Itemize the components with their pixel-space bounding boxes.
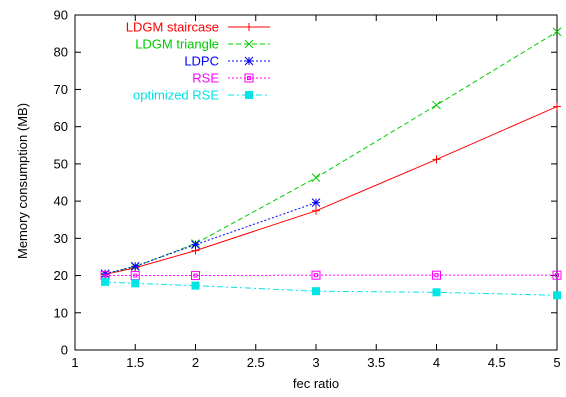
- open-square-inner: [434, 273, 439, 278]
- data-point: [244, 56, 254, 66]
- data-point: [244, 39, 254, 49]
- data-point: [312, 287, 320, 296]
- plus-marker: [432, 155, 441, 164]
- star-marker: [311, 198, 321, 207]
- series-ldgm-triangle: [100, 27, 562, 279]
- filled-square-marker: [131, 279, 140, 288]
- legend-entry-label: RSE: [192, 71, 219, 86]
- y-tick-label: 70: [54, 82, 68, 97]
- plus-marker: [245, 23, 253, 31]
- data-point: [311, 270, 321, 280]
- data-point: [245, 23, 253, 31]
- data-point: [311, 173, 321, 183]
- data-point: [432, 155, 441, 164]
- x-tick-label: 1: [71, 355, 78, 370]
- y-axis-label: Memory consumption (MB): [15, 103, 30, 259]
- star-marker: [130, 261, 140, 271]
- open-square-marker: [191, 271, 200, 281]
- cross-marker: [311, 173, 321, 183]
- open-square-inner: [103, 273, 108, 278]
- x-axis-label: fec ratio: [293, 376, 339, 391]
- series-line: [105, 106, 558, 275]
- y-tick-label: 20: [54, 268, 68, 283]
- legend-entry-label: optimized RSE: [133, 88, 219, 103]
- data-point: [244, 73, 254, 83]
- star-marker: [191, 240, 200, 250]
- plot-border: [74, 14, 558, 351]
- series-layer: [100, 27, 562, 300]
- legend: LDGM staircase LDGM triangle LDPC RSE optimi…: [126, 20, 270, 103]
- y-tick-label: 50: [54, 156, 68, 171]
- plus-marker: [553, 102, 561, 111]
- y-tick-label: 80: [54, 45, 68, 60]
- y-tick-label: 40: [54, 194, 68, 209]
- series-line: [105, 31, 558, 275]
- data-point: [191, 240, 200, 250]
- open-square-inner: [314, 273, 318, 278]
- data-point: [553, 291, 561, 300]
- open-square-inner: [247, 76, 251, 80]
- y-tick-label: 90: [54, 8, 68, 23]
- series-rse: [100, 270, 562, 281]
- data-point: [245, 91, 253, 99]
- x-tick-label: 2: [192, 355, 199, 370]
- data-point: [131, 279, 140, 288]
- data-point: [432, 270, 441, 280]
- series-ldpc: [100, 198, 321, 279]
- open-square-marker: [311, 270, 321, 280]
- filled-square-marker: [245, 91, 253, 99]
- legend-entry-label: LDGM staircase: [126, 20, 219, 35]
- open-square-marker: [552, 270, 562, 280]
- data-point: [101, 277, 110, 286]
- x-tick-label: 4: [433, 355, 440, 370]
- x-tick-label: 4.5: [488, 355, 506, 370]
- x-tick-label: 3.5: [367, 355, 385, 370]
- open-square-inner: [133, 273, 138, 278]
- filled-square-marker: [553, 291, 561, 300]
- data-point: [191, 281, 200, 290]
- series-ldgm-staircase: [101, 102, 561, 279]
- data-point: [553, 102, 561, 111]
- open-square-marker: [432, 270, 441, 280]
- x-tick-label: 3: [312, 355, 319, 370]
- cross-marker: [244, 39, 254, 49]
- cross-marker: [432, 100, 441, 110]
- data-point: [432, 288, 441, 297]
- series-line: [105, 281, 558, 296]
- data-point: [552, 27, 562, 37]
- legend-entry-label: LDPC: [184, 54, 219, 69]
- x-tick-label: 2.5: [247, 355, 265, 370]
- data-point: [552, 270, 562, 280]
- filled-square-marker: [101, 277, 110, 286]
- open-square-marker: [244, 73, 254, 83]
- y-tick-label: 10: [54, 305, 68, 320]
- open-square-inner: [555, 273, 559, 278]
- data-point: [130, 261, 140, 271]
- legend-entry-label: LDGM triangle: [135, 37, 219, 52]
- series-optimized-rse: [101, 277, 561, 300]
- x-tick-label: 1.5: [126, 355, 144, 370]
- y-tick-label: 30: [54, 231, 68, 246]
- data-point: [191, 271, 200, 281]
- y-tick-label: 60: [54, 119, 68, 134]
- series-line: [105, 202, 317, 275]
- data-point: [432, 100, 441, 110]
- plot-area: [74, 14, 558, 351]
- cross-marker: [552, 27, 562, 37]
- filled-square-marker: [432, 288, 441, 297]
- y-tick-label: 0: [61, 343, 68, 358]
- filled-square-marker: [312, 287, 320, 296]
- x-tick-label: 5: [553, 355, 560, 370]
- open-square-inner: [193, 273, 198, 278]
- data-point: [312, 206, 320, 215]
- star-marker: [244, 56, 254, 66]
- data-point: [311, 198, 321, 207]
- plus-marker: [312, 206, 320, 215]
- filled-square-marker: [191, 281, 200, 290]
